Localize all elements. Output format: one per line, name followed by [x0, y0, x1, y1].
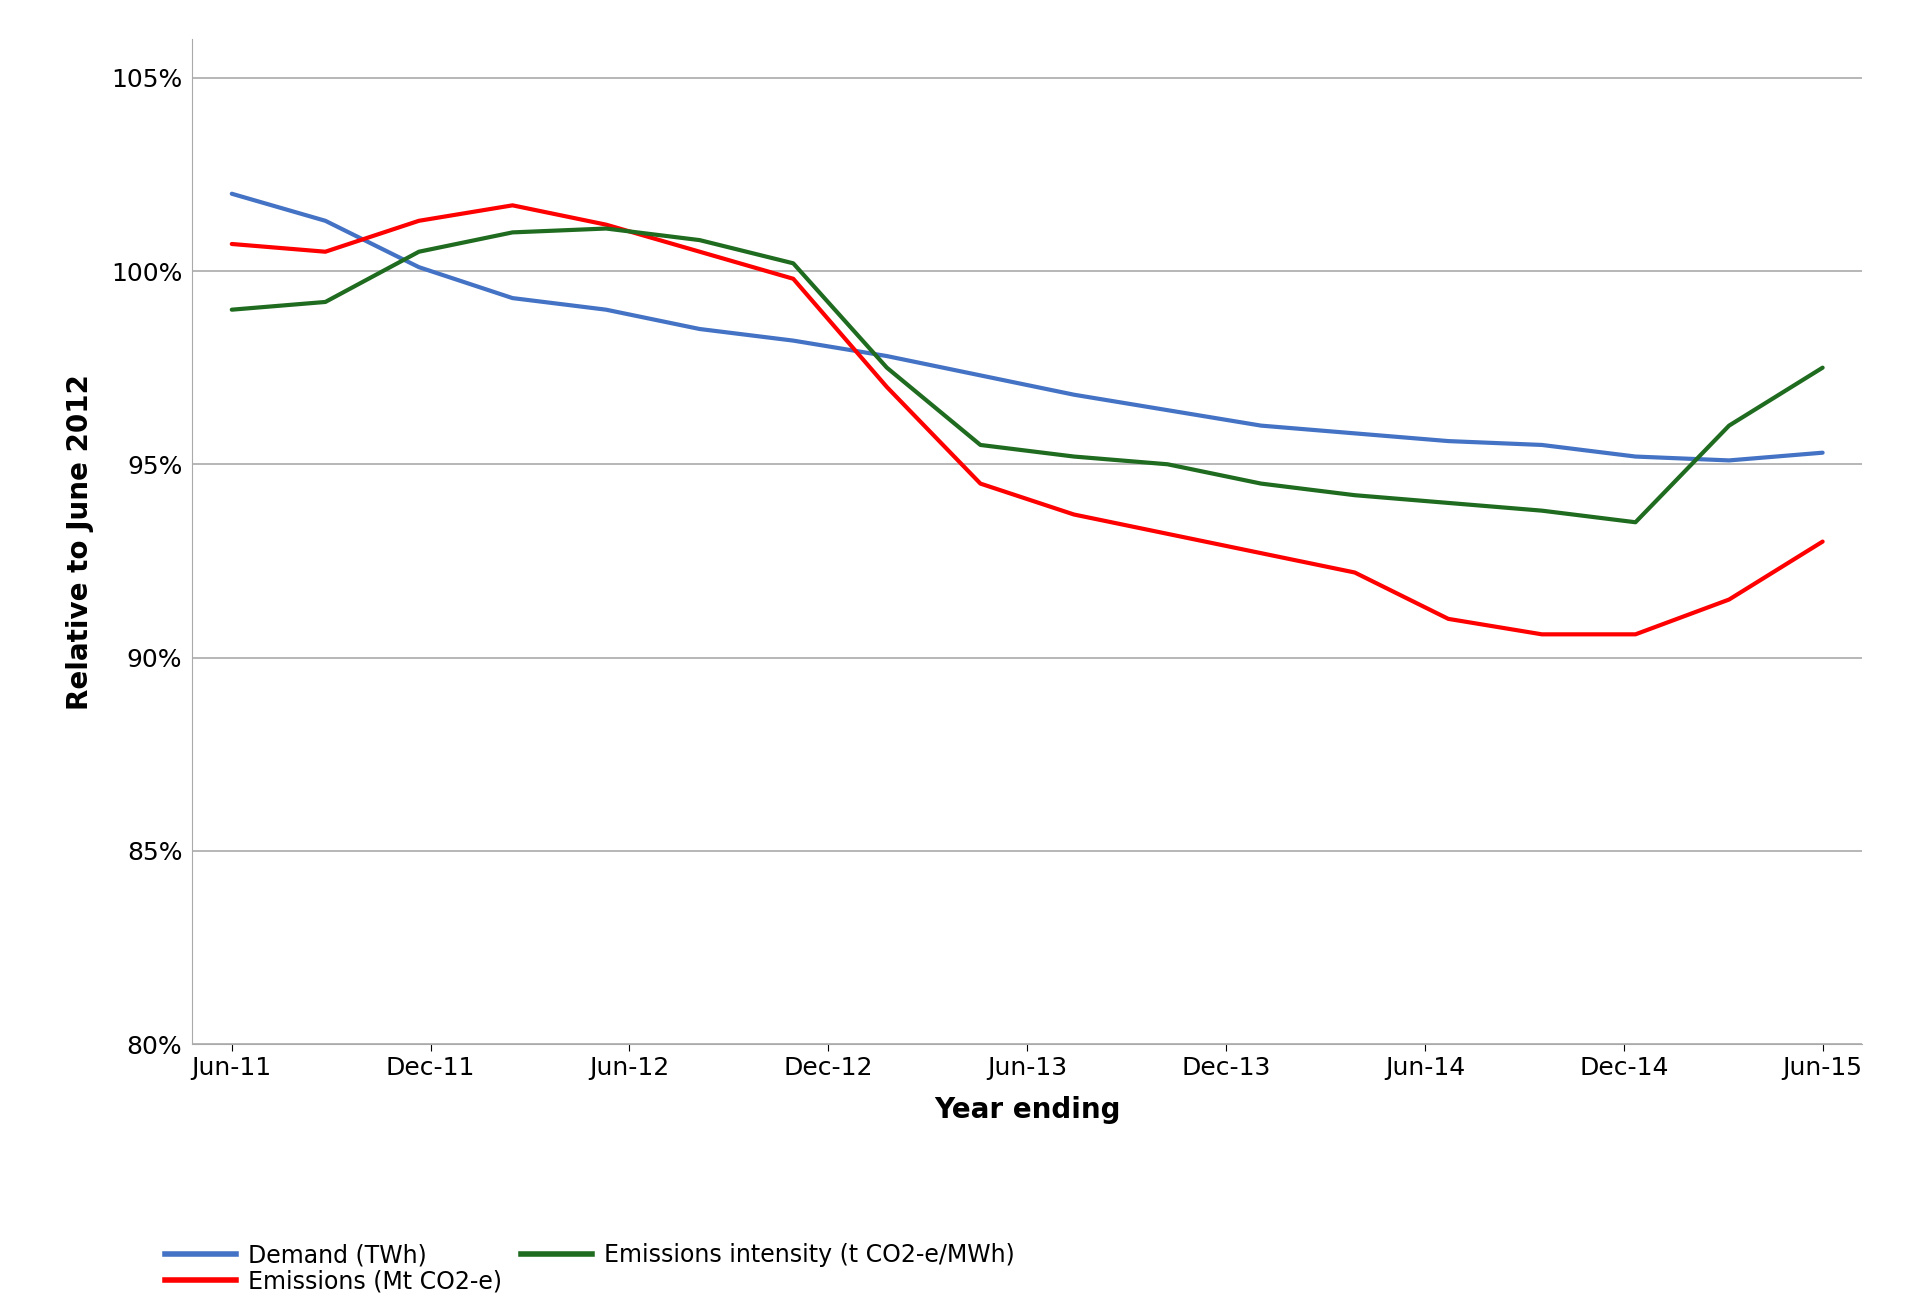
Demand (TWh): [595, 301, 618, 317]
Emissions (Mt CO2-e): [407, 213, 430, 228]
Emissions (Mt CO2-e): [876, 380, 899, 395]
X-axis label: Year ending: Year ending: [933, 1096, 1121, 1125]
Emissions intensity (t CO2-e/MWh): [1156, 457, 1179, 472]
Demand (TWh): [1344, 425, 1367, 441]
Emissions (Mt CO2-e): [1250, 545, 1273, 561]
Emissions intensity (t CO2-e/MWh): [501, 224, 524, 240]
Emissions (Mt CO2-e): [1156, 526, 1179, 542]
Demand (TWh): [970, 368, 993, 384]
Demand (TWh): [781, 333, 804, 348]
Emissions (Mt CO2-e): [1718, 591, 1741, 607]
Demand (TWh): [1156, 402, 1179, 418]
Emissions intensity (t CO2-e/MWh): [781, 256, 804, 271]
Line: Demand (TWh): Demand (TWh): [232, 193, 1822, 461]
Demand (TWh): [1436, 433, 1459, 449]
Emissions (Mt CO2-e): [1344, 565, 1367, 581]
Emissions (Mt CO2-e): [1062, 506, 1085, 522]
Emissions intensity (t CO2-e/MWh): [313, 294, 336, 309]
Demand (TWh): [876, 348, 899, 364]
Legend: Emissions (Mt CO2-e): Emissions (Mt CO2-e): [165, 1270, 501, 1293]
Emissions intensity (t CO2-e/MWh): [1344, 487, 1367, 502]
Demand (TWh): [501, 290, 524, 305]
Emissions (Mt CO2-e): [501, 197, 524, 213]
Emissions intensity (t CO2-e/MWh): [687, 232, 710, 248]
Emissions intensity (t CO2-e/MWh): [1436, 495, 1459, 510]
Legend: Demand (TWh), Emissions intensity (t CO2-e/MWh): Demand (TWh), Emissions intensity (t CO2…: [165, 1244, 1014, 1267]
Emissions (Mt CO2-e): [1624, 626, 1647, 642]
Emissions intensity (t CO2-e/MWh): [970, 437, 993, 453]
Emissions (Mt CO2-e): [595, 217, 618, 232]
Demand (TWh): [1718, 453, 1741, 468]
Emissions intensity (t CO2-e/MWh): [1062, 449, 1085, 465]
Emissions (Mt CO2-e): [1436, 611, 1459, 626]
Emissions intensity (t CO2-e/MWh): [876, 360, 899, 376]
Demand (TWh): [1624, 449, 1647, 465]
Emissions (Mt CO2-e): [1530, 626, 1553, 642]
Emissions (Mt CO2-e): [313, 244, 336, 260]
Y-axis label: Relative to June 2012: Relative to June 2012: [65, 373, 94, 710]
Emissions (Mt CO2-e): [781, 271, 804, 287]
Demand (TWh): [1062, 386, 1085, 402]
Emissions (Mt CO2-e): [221, 236, 244, 252]
Emissions intensity (t CO2-e/MWh): [1250, 476, 1273, 492]
Demand (TWh): [1530, 437, 1553, 453]
Emissions (Mt CO2-e): [687, 244, 710, 260]
Demand (TWh): [1250, 418, 1273, 433]
Emissions (Mt CO2-e): [1811, 534, 1834, 549]
Emissions intensity (t CO2-e/MWh): [407, 244, 430, 260]
Line: Emissions intensity (t CO2-e/MWh): Emissions intensity (t CO2-e/MWh): [232, 228, 1822, 522]
Demand (TWh): [221, 185, 244, 201]
Demand (TWh): [313, 213, 336, 228]
Emissions intensity (t CO2-e/MWh): [1811, 360, 1834, 376]
Demand (TWh): [687, 321, 710, 337]
Demand (TWh): [407, 260, 430, 275]
Demand (TWh): [1811, 445, 1834, 461]
Line: Emissions (Mt CO2-e): Emissions (Mt CO2-e): [232, 205, 1822, 634]
Emissions (Mt CO2-e): [970, 476, 993, 492]
Emissions intensity (t CO2-e/MWh): [1530, 502, 1553, 518]
Emissions intensity (t CO2-e/MWh): [221, 301, 244, 317]
Emissions intensity (t CO2-e/MWh): [595, 221, 618, 236]
Emissions intensity (t CO2-e/MWh): [1624, 514, 1647, 530]
Emissions intensity (t CO2-e/MWh): [1718, 418, 1741, 433]
